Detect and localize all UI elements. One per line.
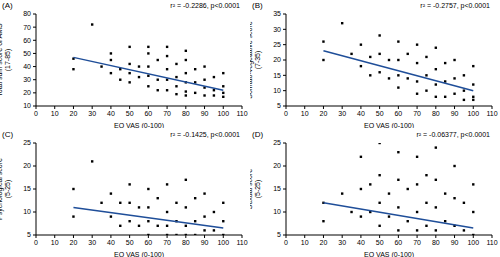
svg-text:100: 100 <box>467 110 479 117</box>
svg-text:70: 70 <box>163 110 171 117</box>
svg-text:110: 110 <box>236 110 247 117</box>
svg-text:20: 20 <box>320 110 328 117</box>
svg-text:20: 20 <box>320 239 328 246</box>
svg-text:5: 5 <box>277 102 281 109</box>
svg-text:40: 40 <box>357 239 365 246</box>
svg-text:90: 90 <box>451 239 459 246</box>
svg-text:30: 30 <box>88 110 96 117</box>
svg-text:60: 60 <box>394 239 402 246</box>
svg-text:20: 20 <box>273 56 281 63</box>
svg-text:110: 110 <box>236 239 247 246</box>
svg-text:0: 0 <box>34 239 38 246</box>
svg-text:Total sum score of AMS(17-85): Total sum score of AMS(17-85) <box>8 23 12 97</box>
svg-text:70: 70 <box>23 24 31 31</box>
svg-text:90: 90 <box>201 239 209 246</box>
svg-text:80: 80 <box>432 239 440 246</box>
svg-text:20: 20 <box>23 162 31 169</box>
svg-text:0: 0 <box>284 239 288 246</box>
svg-text:Sexual score(5-25): Sexual score(5-25) <box>250 169 262 210</box>
svg-text:0: 0 <box>284 110 288 117</box>
svg-text:100: 100 <box>217 110 229 117</box>
svg-text:60: 60 <box>144 110 152 117</box>
svg-text:25: 25 <box>273 139 281 146</box>
svg-text:10: 10 <box>51 110 59 117</box>
svg-text:40: 40 <box>23 63 31 70</box>
svg-text:10: 10 <box>273 87 281 94</box>
svg-text:80: 80 <box>182 110 190 117</box>
svg-text:0: 0 <box>34 110 38 117</box>
svg-text:20: 20 <box>70 110 78 117</box>
svg-text:5: 5 <box>277 231 281 238</box>
svg-text:30: 30 <box>273 26 281 33</box>
svg-text:110: 110 <box>486 110 492 117</box>
svg-text:15: 15 <box>23 185 31 192</box>
svg-text:EQ VAS (0-100): EQ VAS (0-100) <box>114 251 164 257</box>
svg-text:Psychological score(5-25): Psychological score(5-25) <box>8 158 12 220</box>
svg-text:90: 90 <box>201 110 209 117</box>
svg-text:40: 40 <box>357 110 365 117</box>
svg-text:70: 70 <box>163 239 171 246</box>
svg-text:30: 30 <box>338 110 346 117</box>
svg-text:70: 70 <box>413 110 421 117</box>
svg-text:30: 30 <box>23 76 31 83</box>
svg-text:50: 50 <box>126 110 134 117</box>
svg-text:30: 30 <box>338 239 346 246</box>
svg-text:50: 50 <box>376 239 384 246</box>
svg-text:80: 80 <box>182 239 190 246</box>
svg-text:10: 10 <box>301 110 309 117</box>
svg-text:10: 10 <box>23 102 31 109</box>
svg-text:EQ VAS (0-100): EQ VAS (0-100) <box>364 122 414 128</box>
svg-text:15: 15 <box>273 72 281 79</box>
svg-text:10: 10 <box>23 208 31 215</box>
svg-text:25: 25 <box>273 41 281 48</box>
svg-text:40: 40 <box>107 110 115 117</box>
svg-text:80: 80 <box>23 10 31 17</box>
svg-text:EQ VAS (0-100): EQ VAS (0-100) <box>364 251 414 257</box>
svg-text:20: 20 <box>23 89 31 96</box>
svg-text:10: 10 <box>51 239 59 246</box>
svg-text:50: 50 <box>376 110 384 117</box>
svg-text:60: 60 <box>144 239 152 246</box>
svg-text:80: 80 <box>432 110 440 117</box>
svg-text:70: 70 <box>413 239 421 246</box>
svg-text:50: 50 <box>126 239 134 246</box>
svg-text:110: 110 <box>486 239 492 246</box>
svg-text:25: 25 <box>23 139 31 146</box>
svg-text:90: 90 <box>451 110 459 117</box>
svg-text:35: 35 <box>273 10 281 17</box>
svg-text:10: 10 <box>301 239 309 246</box>
svg-text:100: 100 <box>467 239 479 246</box>
svg-text:15: 15 <box>273 185 281 192</box>
svg-text:100: 100 <box>217 239 229 246</box>
svg-text:30: 30 <box>88 239 96 246</box>
svg-text:10: 10 <box>273 208 281 215</box>
svg-text:5: 5 <box>27 231 31 238</box>
svg-text:Somato-vegetative score(7-35): Somato-vegetative score(7-35) <box>250 21 262 99</box>
svg-text:EQ VAS (0-100): EQ VAS (0-100) <box>114 122 164 128</box>
svg-text:60: 60 <box>394 110 402 117</box>
svg-text:60: 60 <box>23 37 31 44</box>
svg-text:40: 40 <box>107 239 115 246</box>
svg-text:20: 20 <box>273 162 281 169</box>
svg-text:20: 20 <box>70 239 78 246</box>
svg-text:50: 50 <box>23 50 31 57</box>
